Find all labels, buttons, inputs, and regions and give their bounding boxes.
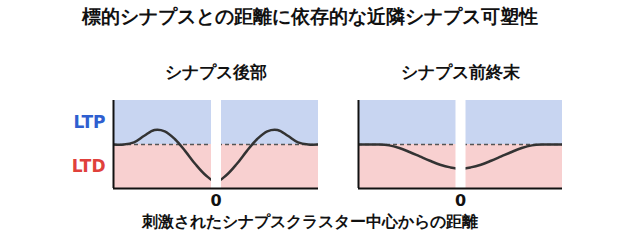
html-text:シナプス前終末: シナプス前終末 bbox=[400, 62, 520, 82]
html-text:刺激されたシナプスクラスター中心からの距離: 刺激されたシナプスクラスター中心からの距離 bbox=[142, 212, 478, 231]
svg-text:0: 0 bbox=[455, 191, 466, 210]
html-text:シナプス後部: シナプス後部 bbox=[164, 62, 267, 82]
svg-text:LTD: LTD bbox=[72, 156, 106, 176]
html-text:標的シナプスとの距離に依存的な近隣シナプス可塑性: 標的シナプスとの距離に依存的な近隣シナプス可塑性 bbox=[82, 5, 538, 27]
svg-text:0: 0 bbox=[210, 191, 221, 210]
svg-text:LTP: LTP bbox=[73, 112, 105, 132]
